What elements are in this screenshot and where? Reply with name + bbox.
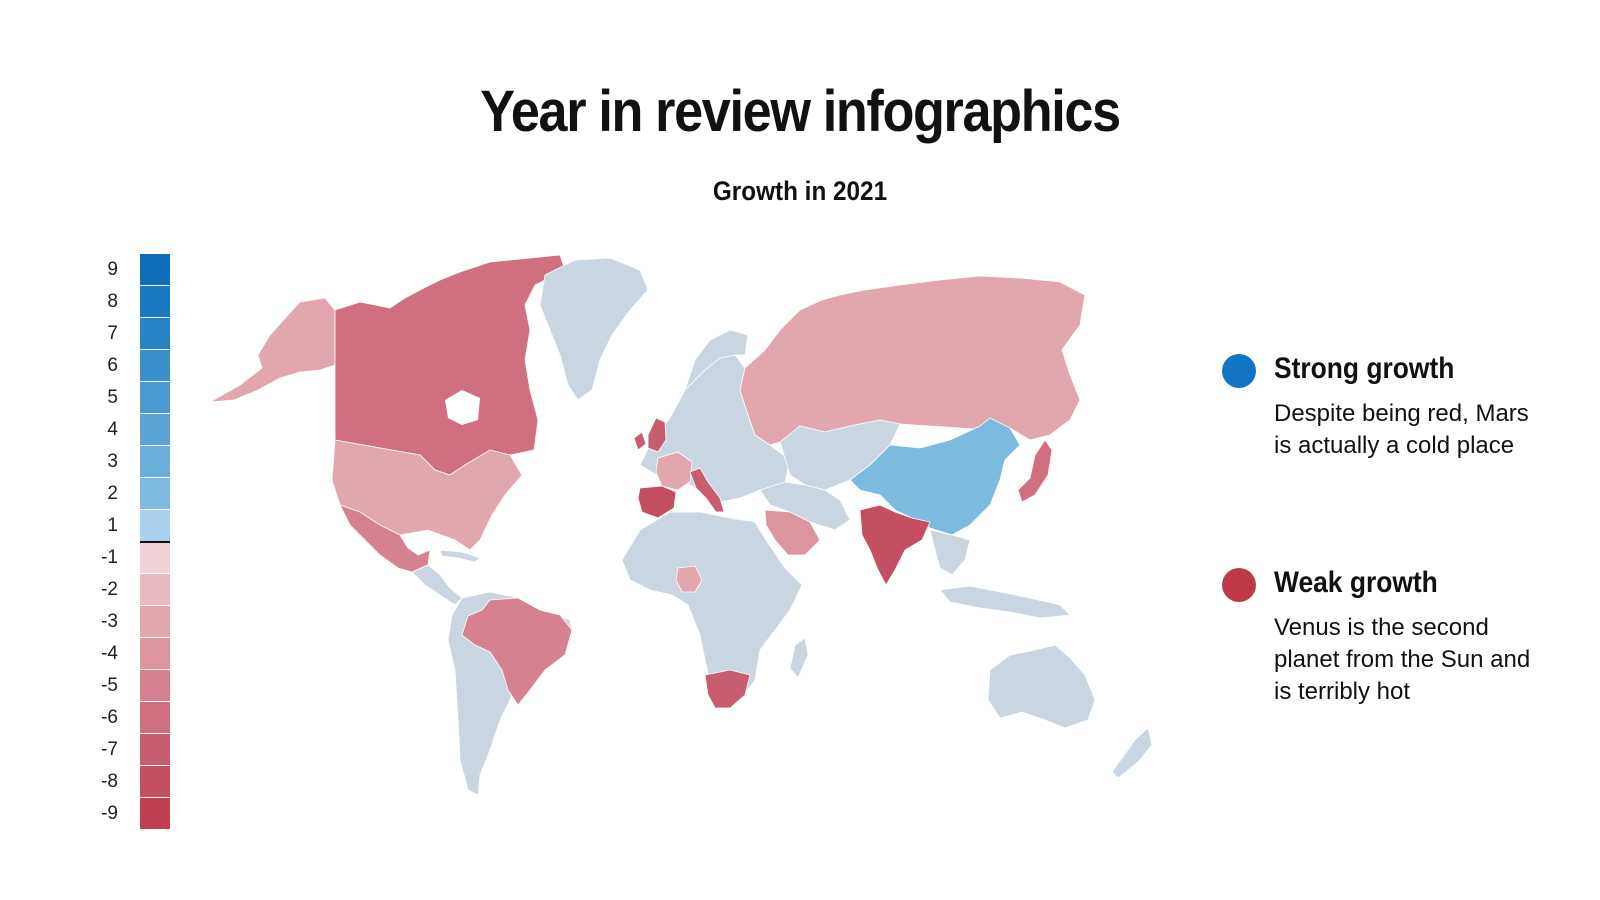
region-australia[interactable] [987, 644, 1096, 729]
region-spain[interactable] [637, 485, 677, 519]
scale-step: -4 [88, 638, 178, 670]
scale-label: -1 [101, 547, 118, 568]
region-south-africa[interactable] [704, 669, 751, 709]
scale-swatch [140, 702, 170, 734]
scale-label: -9 [101, 803, 118, 824]
scale-label: 3 [107, 451, 118, 472]
scale-step: -6 [88, 702, 178, 734]
scale-label: -3 [101, 611, 118, 632]
scale-label: -7 [101, 739, 118, 760]
region-france[interactable] [655, 451, 693, 491]
region-greenland[interactable] [539, 257, 649, 401]
scale-swatch [140, 382, 170, 414]
scale-step: -1 [88, 542, 178, 574]
scale-label: 1 [107, 515, 118, 536]
region-saudi-arabia[interactable] [764, 509, 821, 556]
region-new-zealand[interactable] [1111, 727, 1153, 779]
scale-step: 8 [88, 286, 178, 318]
region-madagascar[interactable] [789, 637, 809, 679]
region-alaska[interactable] [209, 297, 336, 403]
scale-step: -9 [88, 798, 178, 830]
scale-swatch [140, 766, 170, 798]
scale-swatch [140, 286, 170, 318]
region-caribbean[interactable] [439, 549, 481, 563]
scale-swatch [140, 414, 170, 446]
scale-step: 9 [88, 254, 178, 286]
scale-swatch [140, 446, 170, 478]
scale-swatch [140, 574, 170, 606]
scale-swatch [140, 798, 170, 830]
region-brazil[interactable] [461, 597, 573, 706]
hudson-bay [445, 390, 480, 425]
scale-step: 1 [88, 510, 178, 542]
scale-label: 8 [107, 291, 118, 312]
strong-growth-title: Strong growth [1274, 352, 1455, 385]
scale-step: 5 [88, 382, 178, 414]
region-china[interactable] [849, 417, 1021, 536]
region-scandinavia[interactable] [684, 329, 749, 391]
scale-swatch [140, 478, 170, 510]
scale-step: 4 [88, 414, 178, 446]
strong-growth-description: Despite being red, Mars is actually a co… [1274, 400, 1529, 459]
scale-step: 3 [88, 446, 178, 478]
region-russia[interactable] [739, 275, 1086, 446]
strong-growth-dot [1222, 354, 1256, 388]
scale-step: 6 [88, 350, 178, 382]
scale-swatch [140, 734, 170, 766]
scale-label: -2 [101, 579, 118, 600]
scale-label: -5 [101, 675, 118, 696]
scale-label: 6 [107, 355, 118, 376]
scale-step: 2 [88, 478, 178, 510]
region-mexico[interactable] [339, 504, 431, 573]
scale-label: -6 [101, 707, 118, 728]
scale-step: -3 [88, 606, 178, 638]
region-india[interactable] [859, 504, 931, 586]
scale-step: -7 [88, 734, 178, 766]
scale-swatch [140, 350, 170, 382]
scale-swatch [140, 638, 170, 670]
region-central-america[interactable] [411, 564, 463, 606]
region-italy[interactable] [689, 467, 725, 513]
scale-swatch [140, 670, 170, 702]
weak-growth-description: Venus is the second planet from the Sun … [1274, 614, 1531, 705]
world-map [209, 254, 1153, 796]
scale-step: -8 [88, 766, 178, 798]
region-indonesia[interactable] [939, 585, 1071, 619]
scale-step: -2 [88, 574, 178, 606]
scale-swatch [140, 254, 170, 286]
region-nigeria[interactable] [675, 565, 703, 593]
region-japan[interactable] [1017, 439, 1053, 503]
region-ireland[interactable] [633, 431, 647, 451]
region-united-kingdom[interactable] [647, 417, 667, 453]
region-southeast-asia[interactable] [929, 529, 971, 576]
map-subtitle: Growth in 2021 [712, 176, 888, 206]
scale-step: 7 [88, 318, 178, 350]
scale-step: -5 [88, 670, 178, 702]
scale-zero-line [140, 541, 170, 543]
weak-growth-dot [1222, 568, 1256, 602]
region-canada[interactable] [334, 254, 566, 476]
scale-label: -4 [101, 643, 118, 664]
region-middle-east[interactable] [759, 481, 851, 531]
scale-label: 9 [107, 259, 118, 280]
scale-label: 5 [107, 387, 118, 408]
scale-label: 2 [107, 483, 118, 504]
weak-growth-title: Weak growth [1274, 566, 1438, 599]
scale-swatch [140, 542, 170, 574]
scale-swatch [140, 318, 170, 350]
scale-label: 7 [107, 323, 118, 344]
scale-swatch [140, 606, 170, 638]
scale-label: -8 [101, 771, 118, 792]
page-title: Year in review infographics [480, 79, 1121, 144]
scale-swatch [140, 510, 170, 542]
region-africa[interactable] [621, 511, 803, 706]
scale-label: 4 [107, 419, 118, 440]
color-scale: 9 8 7 6 5 4 3 2 1 -1 -2 -3 -4 -5 -6 -7 -8 -9 [88, 254, 178, 830]
